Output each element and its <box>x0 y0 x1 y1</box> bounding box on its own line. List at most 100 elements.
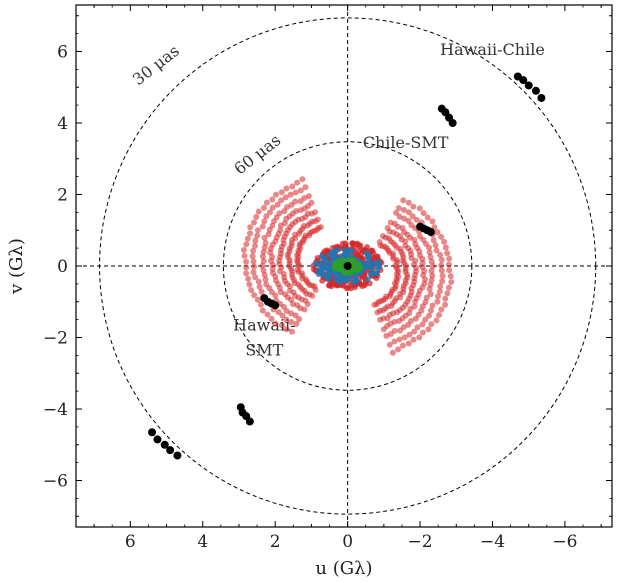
red-point <box>430 237 437 244</box>
red-point <box>429 218 436 225</box>
red-point <box>405 218 412 225</box>
red-point <box>393 209 400 216</box>
red-point <box>423 294 430 301</box>
red-point <box>391 338 398 345</box>
red-point <box>278 322 285 329</box>
red-point <box>400 197 407 204</box>
red-point <box>259 307 266 314</box>
blue-point <box>324 273 330 279</box>
red-point <box>259 223 266 230</box>
red-point <box>252 237 259 244</box>
red-point <box>249 253 256 260</box>
red-point <box>442 295 449 302</box>
red-point <box>262 276 269 283</box>
red-point <box>427 291 434 298</box>
red-point <box>243 264 250 271</box>
red-point <box>405 209 412 216</box>
red-point <box>248 287 255 294</box>
red-point <box>428 267 435 274</box>
red-point <box>247 224 254 231</box>
red-point <box>262 239 269 246</box>
data-point <box>173 451 182 460</box>
annotation-3: Hawaii- <box>233 315 295 334</box>
data-point <box>524 81 533 90</box>
red-point <box>246 281 253 288</box>
data-point <box>531 86 540 95</box>
red-point <box>400 324 407 331</box>
blue-point <box>369 271 376 277</box>
red-point <box>281 208 288 215</box>
red-point <box>424 214 431 221</box>
x-tick-label: 0 <box>342 532 353 552</box>
red-point <box>288 310 295 317</box>
red-point <box>383 332 390 339</box>
red-point <box>244 235 251 242</box>
red-point <box>416 205 423 212</box>
y-tick-label: 2 <box>57 185 68 205</box>
red-point <box>391 327 398 334</box>
red-point <box>253 214 260 221</box>
red-point <box>357 280 364 287</box>
red-point <box>395 346 402 353</box>
red-point <box>435 293 442 300</box>
x-tick-label: −4 <box>480 532 505 552</box>
blue-point <box>373 260 380 266</box>
red-point <box>438 262 445 269</box>
red-point <box>437 251 444 258</box>
red-point <box>391 318 398 325</box>
red-point <box>278 189 285 196</box>
red-point <box>379 233 386 240</box>
y-axis-label: v (Gλ) <box>6 238 27 295</box>
red-point <box>250 258 257 265</box>
red-point <box>420 210 427 217</box>
green-point <box>348 257 354 264</box>
blue-point <box>344 248 350 254</box>
red-point <box>289 183 296 190</box>
blue-point <box>365 276 371 282</box>
data-point <box>148 428 157 437</box>
blue-point <box>337 279 343 286</box>
green-point <box>331 263 338 269</box>
red-point <box>259 253 266 260</box>
blue-point <box>334 247 341 253</box>
red-point <box>250 247 257 254</box>
y-tick-label: −2 <box>43 329 68 349</box>
red-point <box>245 275 252 282</box>
red-point <box>426 249 433 256</box>
red-point <box>434 298 441 305</box>
blue-point <box>325 266 332 273</box>
red-point <box>425 326 432 333</box>
red-point <box>257 301 264 308</box>
red-point <box>405 340 412 347</box>
red-point <box>240 247 247 254</box>
red-point <box>254 227 261 234</box>
red-point <box>292 189 299 196</box>
red-point <box>433 317 440 324</box>
annotation-4: SMT <box>245 340 283 359</box>
red-point <box>427 254 434 261</box>
red-point <box>439 272 446 279</box>
red-point <box>251 263 258 270</box>
red-point <box>282 194 289 201</box>
red-point <box>255 208 262 215</box>
red-point <box>414 324 421 331</box>
red-point <box>269 204 276 211</box>
red-point <box>447 273 454 280</box>
red-point <box>442 301 449 308</box>
red-point <box>438 267 445 274</box>
red-point <box>279 312 286 319</box>
red-point <box>416 233 423 240</box>
red-point <box>258 288 265 295</box>
red-point <box>270 218 277 225</box>
red-point <box>436 288 443 295</box>
red-point <box>251 292 258 299</box>
circle-label-30: 30 μas <box>129 41 183 89</box>
blue-point <box>365 261 372 268</box>
red-point <box>434 229 441 236</box>
red-point <box>445 284 452 291</box>
red-point <box>411 303 418 310</box>
red-point <box>252 242 259 249</box>
circle-label-60: 60 μas <box>230 130 284 178</box>
red-point <box>444 250 451 257</box>
